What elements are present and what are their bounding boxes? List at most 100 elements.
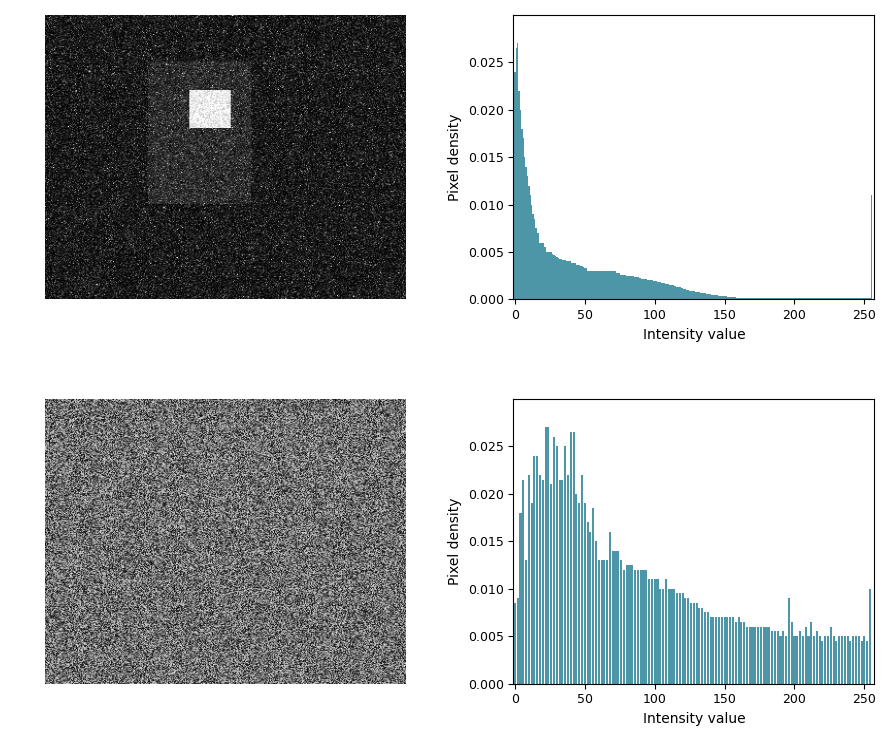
Bar xyxy=(669,285,671,299)
Bar xyxy=(725,296,727,299)
Bar xyxy=(664,283,665,299)
Bar xyxy=(726,617,729,684)
Bar xyxy=(634,276,636,299)
Bar xyxy=(788,598,790,684)
Bar xyxy=(785,636,787,684)
Bar xyxy=(562,259,563,299)
Bar xyxy=(580,266,582,299)
Bar xyxy=(706,612,709,684)
Bar xyxy=(611,271,612,299)
Bar xyxy=(546,252,548,299)
Bar xyxy=(704,612,706,684)
Bar xyxy=(816,632,818,684)
Bar xyxy=(615,271,616,299)
Bar xyxy=(567,475,569,684)
Bar xyxy=(538,233,540,299)
Bar xyxy=(715,617,717,684)
Bar xyxy=(614,271,615,299)
Bar xyxy=(533,456,535,684)
Bar xyxy=(757,626,759,684)
Bar xyxy=(684,598,687,684)
Bar xyxy=(519,513,522,684)
Bar xyxy=(637,570,639,684)
Bar xyxy=(689,291,690,299)
Bar xyxy=(720,296,721,299)
Bar xyxy=(710,293,711,299)
Bar xyxy=(659,282,661,299)
Bar xyxy=(537,233,538,299)
Bar xyxy=(592,271,594,299)
Y-axis label: Pixel density: Pixel density xyxy=(448,114,462,201)
Bar xyxy=(819,636,821,684)
Bar xyxy=(528,186,530,299)
Bar xyxy=(582,267,584,299)
Bar xyxy=(609,532,611,684)
Bar xyxy=(521,129,523,299)
Bar xyxy=(807,636,810,684)
Bar xyxy=(724,296,725,299)
Bar xyxy=(768,626,771,684)
Bar xyxy=(714,295,715,299)
Bar xyxy=(553,437,555,684)
Bar xyxy=(604,271,605,299)
Bar xyxy=(528,475,530,684)
Bar xyxy=(653,282,654,299)
Bar xyxy=(595,542,597,684)
Bar xyxy=(563,259,565,299)
Bar xyxy=(858,636,860,684)
Bar xyxy=(738,617,739,684)
Bar xyxy=(545,427,547,684)
Bar xyxy=(698,292,700,299)
Bar xyxy=(555,256,556,299)
Bar xyxy=(531,204,533,299)
Bar xyxy=(701,293,703,299)
Bar xyxy=(514,72,516,299)
Bar xyxy=(644,279,646,299)
Bar xyxy=(735,296,737,299)
Bar xyxy=(662,588,665,684)
Bar xyxy=(841,636,843,684)
Bar xyxy=(597,271,598,299)
Bar xyxy=(626,276,627,299)
Bar xyxy=(709,617,712,684)
Bar xyxy=(636,276,637,299)
Bar xyxy=(605,271,607,299)
Bar xyxy=(705,293,706,299)
Bar xyxy=(640,278,641,299)
Bar xyxy=(691,291,693,299)
Bar xyxy=(579,265,580,299)
Bar xyxy=(591,271,592,299)
Bar xyxy=(581,475,583,684)
Bar xyxy=(696,603,698,684)
Bar xyxy=(727,296,728,299)
Bar xyxy=(661,283,663,299)
Bar xyxy=(696,292,698,299)
Bar xyxy=(797,636,798,684)
Bar xyxy=(676,594,678,684)
Bar xyxy=(588,271,590,299)
Bar xyxy=(625,565,628,684)
Bar xyxy=(559,259,560,299)
Bar xyxy=(802,636,804,684)
Bar xyxy=(545,247,546,299)
Bar xyxy=(570,262,572,299)
Bar xyxy=(822,641,823,684)
Bar xyxy=(703,293,705,299)
Bar xyxy=(548,252,549,299)
Bar xyxy=(606,560,608,684)
Bar xyxy=(629,565,631,684)
Bar xyxy=(517,43,518,299)
Y-axis label: Pixel density: Pixel density xyxy=(448,498,462,585)
Bar xyxy=(799,632,801,684)
Bar xyxy=(667,588,670,684)
Bar xyxy=(522,480,524,684)
Bar xyxy=(721,296,723,299)
Bar xyxy=(525,560,527,684)
Bar xyxy=(723,296,724,299)
Bar xyxy=(774,632,776,684)
Bar xyxy=(713,617,714,684)
Bar xyxy=(690,603,692,684)
Bar xyxy=(535,228,537,299)
Bar xyxy=(763,626,764,684)
Bar xyxy=(612,551,614,684)
